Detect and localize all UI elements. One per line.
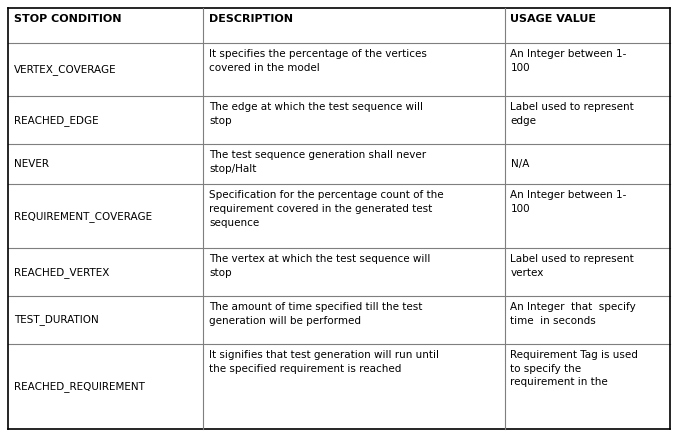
- Bar: [203, 296, 504, 344]
- Text: An Integer  that  specify
time  in seconds: An Integer that specify time in seconds: [511, 302, 636, 326]
- Text: TEST_DURATION: TEST_DURATION: [14, 315, 99, 326]
- Bar: [203, 96, 504, 144]
- Text: REACHED_EDGE: REACHED_EDGE: [14, 114, 98, 125]
- Text: NEVER: NEVER: [14, 159, 49, 169]
- Text: VERTEX_COVERAGE: VERTEX_COVERAGE: [14, 64, 117, 75]
- Text: Label used to represent
edge: Label used to represent edge: [511, 102, 634, 126]
- Bar: [8, 296, 203, 344]
- Text: STOP CONDITION: STOP CONDITION: [14, 14, 121, 24]
- Bar: [203, 344, 504, 429]
- Bar: [203, 184, 504, 248]
- Text: The test sequence generation shall never
stop/Halt: The test sequence generation shall never…: [210, 150, 426, 173]
- Text: The vertex at which the test sequence will
stop: The vertex at which the test sequence wi…: [210, 254, 431, 278]
- Bar: [504, 96, 670, 144]
- Bar: [203, 8, 504, 43]
- Text: The amount of time specified till the test
generation will be performed: The amount of time specified till the te…: [210, 302, 422, 326]
- Bar: [504, 43, 670, 96]
- Text: An Integer between 1-
100: An Integer between 1- 100: [511, 191, 627, 214]
- Bar: [504, 344, 670, 429]
- Text: Label used to represent
vertex: Label used to represent vertex: [511, 254, 634, 278]
- Bar: [8, 8, 203, 43]
- Bar: [504, 248, 670, 296]
- Text: REACHED_REQUIREMENT: REACHED_REQUIREMENT: [14, 381, 145, 392]
- Bar: [8, 248, 203, 296]
- Text: An Integer between 1-
100: An Integer between 1- 100: [511, 49, 627, 73]
- Bar: [504, 296, 670, 344]
- Bar: [203, 248, 504, 296]
- Bar: [8, 344, 203, 429]
- Bar: [8, 43, 203, 96]
- Bar: [504, 184, 670, 248]
- Text: DESCRIPTION: DESCRIPTION: [210, 14, 294, 24]
- Text: USAGE VALUE: USAGE VALUE: [511, 14, 597, 24]
- Text: REACHED_VERTEX: REACHED_VERTEX: [14, 267, 109, 277]
- Bar: [8, 184, 203, 248]
- Text: Requirement Tag is used
to specify the
requirement in the: Requirement Tag is used to specify the r…: [511, 350, 639, 387]
- Text: REQUIREMENT_COVERAGE: REQUIREMENT_COVERAGE: [14, 211, 152, 222]
- Bar: [203, 144, 504, 184]
- Text: The edge at which the test sequence will
stop: The edge at which the test sequence will…: [210, 102, 423, 126]
- Bar: [8, 96, 203, 144]
- Bar: [203, 43, 504, 96]
- Text: It signifies that test generation will run until
the specified requirement is re: It signifies that test generation will r…: [210, 350, 439, 374]
- Bar: [8, 144, 203, 184]
- Text: N/A: N/A: [511, 159, 529, 169]
- Text: It specifies the percentage of the vertices
covered in the model: It specifies the percentage of the verti…: [210, 49, 427, 73]
- Text: Specification for the percentage count of the
requirement covered in the generat: Specification for the percentage count o…: [210, 191, 444, 228]
- Bar: [504, 8, 670, 43]
- Bar: [504, 144, 670, 184]
